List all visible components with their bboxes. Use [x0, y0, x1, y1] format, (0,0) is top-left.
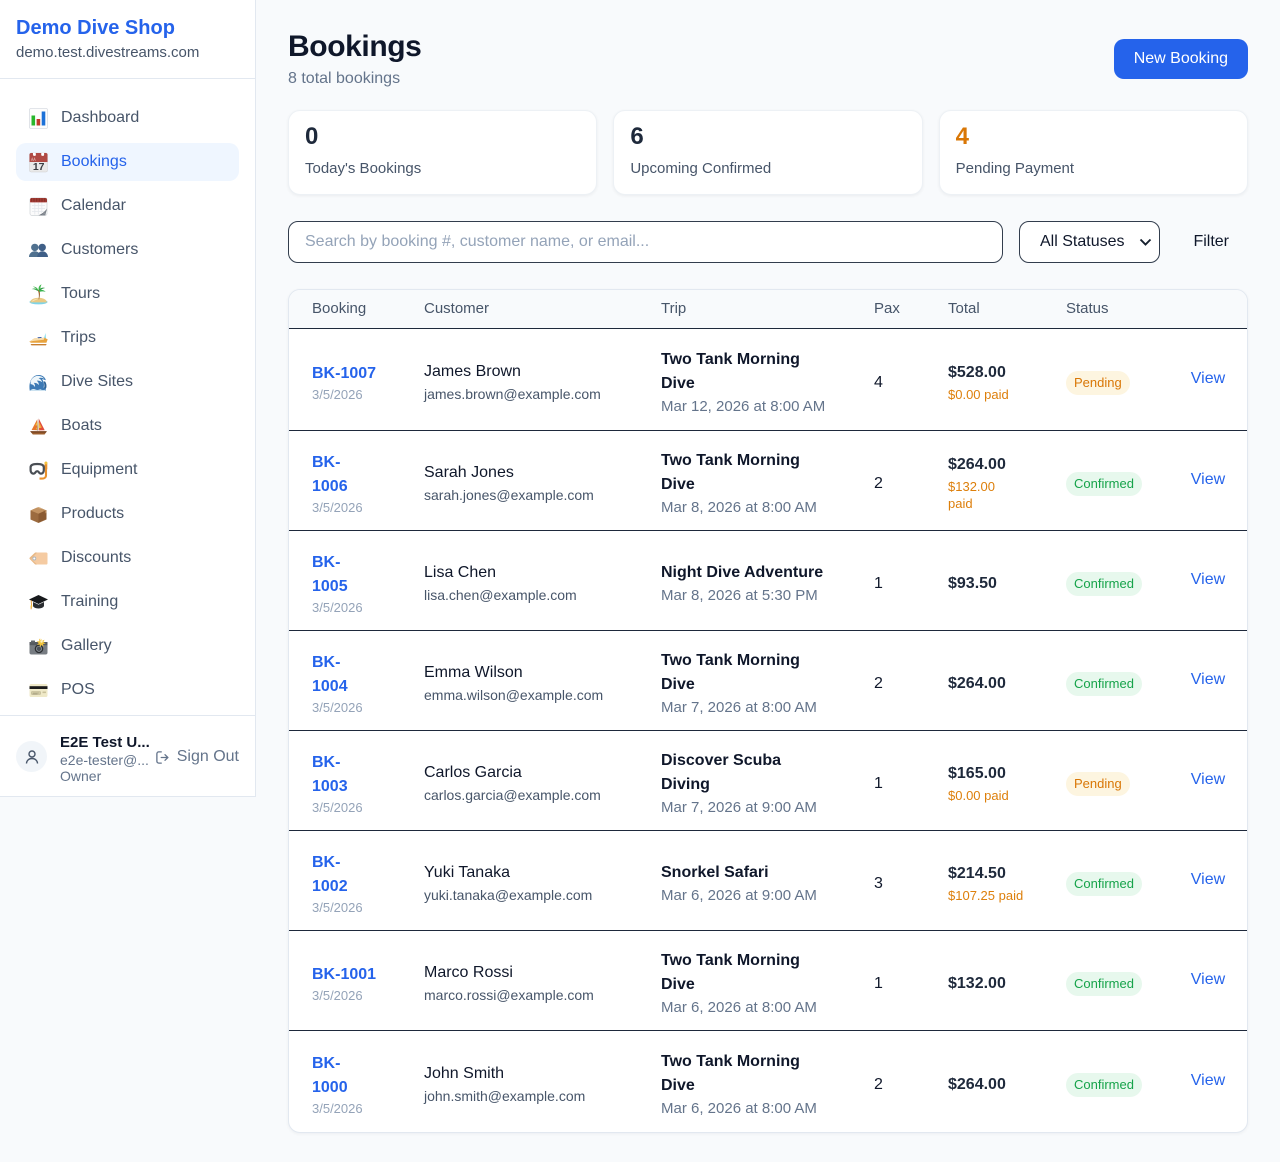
svg-text:17: 17: [33, 161, 45, 173]
